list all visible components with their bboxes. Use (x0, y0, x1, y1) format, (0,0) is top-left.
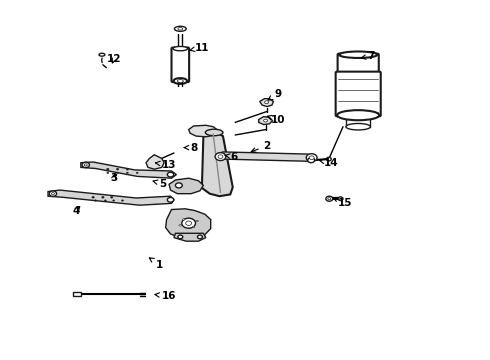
Ellipse shape (308, 158, 315, 163)
Ellipse shape (186, 221, 192, 225)
Text: 3: 3 (110, 173, 118, 183)
Ellipse shape (178, 235, 183, 239)
Bar (73, 292, 81, 296)
Ellipse shape (326, 196, 333, 201)
Polygon shape (166, 209, 211, 238)
Ellipse shape (337, 110, 379, 120)
Ellipse shape (205, 129, 223, 136)
Ellipse shape (265, 101, 269, 104)
Ellipse shape (136, 172, 138, 174)
Ellipse shape (179, 225, 181, 226)
Ellipse shape (117, 168, 119, 170)
Text: 11: 11 (190, 42, 210, 53)
Text: 2: 2 (251, 141, 271, 152)
Ellipse shape (82, 162, 89, 168)
Ellipse shape (102, 197, 104, 198)
Ellipse shape (309, 156, 314, 159)
Ellipse shape (107, 172, 109, 174)
Text: 8: 8 (184, 143, 197, 153)
Ellipse shape (117, 172, 119, 174)
Ellipse shape (346, 123, 370, 130)
Polygon shape (260, 99, 273, 107)
Ellipse shape (264, 119, 268, 122)
Text: 14: 14 (319, 158, 338, 168)
Polygon shape (48, 190, 174, 205)
Ellipse shape (175, 183, 182, 188)
Text: 12: 12 (107, 54, 122, 64)
Ellipse shape (49, 191, 56, 197)
Ellipse shape (84, 164, 87, 166)
FancyBboxPatch shape (172, 48, 189, 82)
Polygon shape (259, 117, 272, 125)
Ellipse shape (122, 200, 123, 201)
Ellipse shape (111, 197, 113, 198)
Ellipse shape (92, 197, 94, 198)
Ellipse shape (173, 46, 188, 51)
Ellipse shape (126, 172, 128, 174)
Ellipse shape (182, 218, 196, 228)
Ellipse shape (173, 78, 187, 84)
Text: 4: 4 (73, 206, 80, 216)
Polygon shape (202, 133, 233, 196)
Ellipse shape (99, 53, 105, 56)
Ellipse shape (306, 154, 317, 162)
FancyBboxPatch shape (338, 54, 379, 77)
Bar (346, 113, 370, 127)
Polygon shape (169, 178, 203, 194)
Text: 1: 1 (149, 258, 163, 270)
Ellipse shape (338, 197, 343, 201)
Ellipse shape (182, 219, 185, 220)
Ellipse shape (196, 220, 198, 222)
Ellipse shape (107, 168, 109, 170)
Text: 9: 9 (268, 89, 282, 100)
Ellipse shape (215, 153, 226, 161)
Polygon shape (189, 125, 218, 137)
Ellipse shape (178, 28, 183, 30)
Polygon shape (81, 162, 176, 178)
Ellipse shape (95, 200, 97, 201)
Polygon shape (146, 155, 164, 169)
Ellipse shape (177, 80, 183, 82)
Polygon shape (219, 152, 315, 161)
Ellipse shape (197, 235, 202, 239)
Text: 5: 5 (153, 179, 167, 189)
Text: 13: 13 (155, 159, 176, 170)
Ellipse shape (174, 26, 186, 31)
Ellipse shape (104, 200, 106, 201)
FancyBboxPatch shape (336, 72, 381, 116)
Ellipse shape (126, 168, 128, 170)
Ellipse shape (193, 226, 195, 228)
Text: 7: 7 (361, 51, 375, 61)
Ellipse shape (326, 157, 331, 161)
Polygon shape (174, 233, 206, 241)
Text: 10: 10 (267, 114, 286, 125)
Text: 15: 15 (333, 197, 353, 208)
Text: 6: 6 (225, 152, 238, 162)
Ellipse shape (51, 193, 54, 195)
Ellipse shape (167, 197, 173, 202)
Text: 16: 16 (155, 291, 176, 301)
Ellipse shape (328, 198, 331, 200)
Ellipse shape (113, 200, 115, 201)
Ellipse shape (218, 155, 223, 158)
Ellipse shape (339, 51, 377, 58)
Ellipse shape (167, 172, 173, 177)
